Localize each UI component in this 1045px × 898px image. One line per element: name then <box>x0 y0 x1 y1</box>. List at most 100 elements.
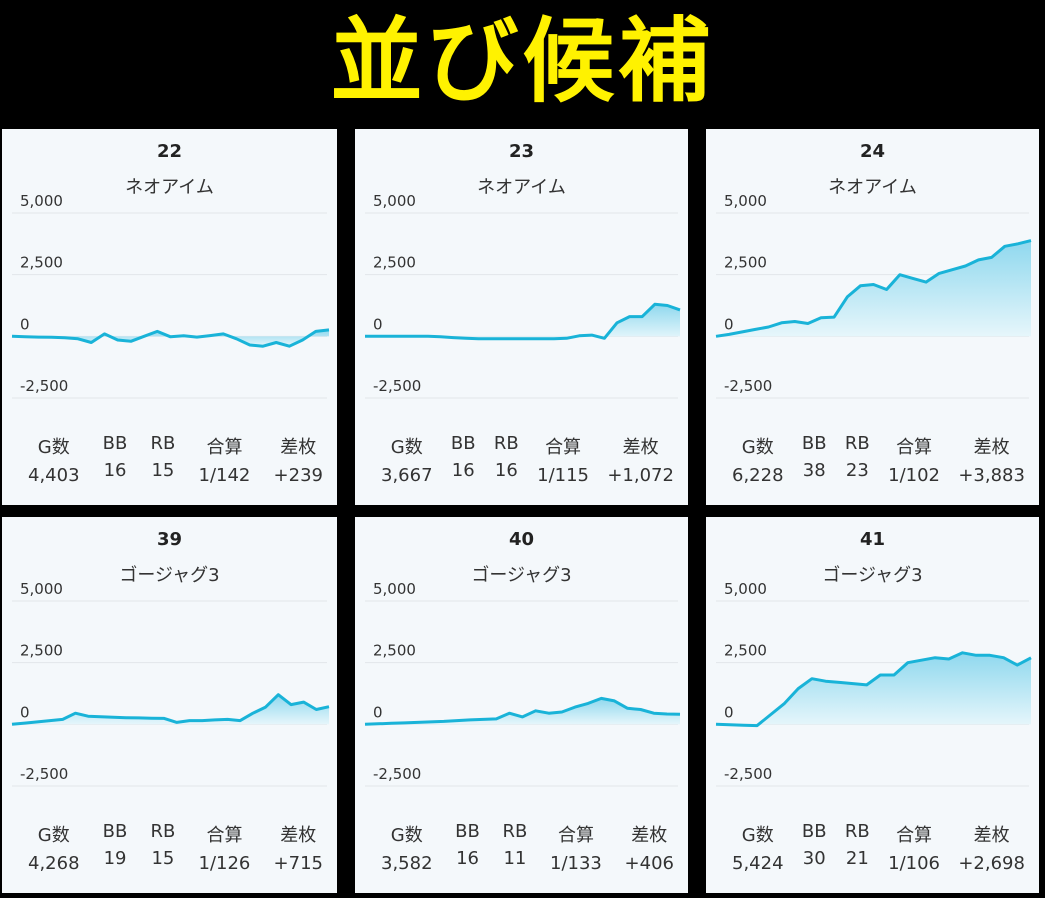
stat-value: +239 <box>273 465 323 486</box>
stat-header: 合算 <box>896 437 933 458</box>
stat-games: G数 5,424 <box>732 821 784 874</box>
y-tick-label: 5,000 <box>20 580 63 598</box>
y-tick-label: 2,500 <box>20 254 63 272</box>
machine-number: 40 <box>508 529 535 550</box>
stat-header: RB <box>844 821 870 842</box>
y-tick-label: -2,500 <box>373 377 421 395</box>
stat-rb: RB 15 <box>151 433 176 486</box>
stat-value: 23 <box>845 460 869 481</box>
stat-value: 1/133 <box>550 853 602 874</box>
stat-header: BB <box>450 433 476 454</box>
stat-header: 差枚 <box>973 825 1010 846</box>
series-line <box>715 651 1032 728</box>
stat-rb: RB 16 <box>494 433 519 486</box>
stat-bb: BB 38 <box>802 433 827 486</box>
banner-title: 並び候補 <box>330 8 715 115</box>
stat-bb: BB 16 <box>455 821 480 874</box>
stat-value: 1/106 <box>888 853 940 874</box>
stat-header: 差枚 <box>631 825 668 846</box>
stat-games: G数 4,268 <box>28 821 80 874</box>
y-tick-label: 0 <box>724 703 734 721</box>
machine-model: ネオアイム <box>125 177 214 198</box>
stat-rb: RB 21 <box>845 821 870 874</box>
stat-value: +406 <box>624 853 674 874</box>
series-line <box>365 302 681 341</box>
stat-combined: 合算 1/133 <box>550 821 602 874</box>
stat-diff: 差枚 +1,072 <box>607 433 674 486</box>
stat-header: RB <box>493 433 519 454</box>
stat-header: RB <box>150 821 176 842</box>
stat-value: 30 <box>802 848 826 869</box>
machine-number: 24 <box>859 141 886 162</box>
y-tick-label: 2,500 <box>724 254 767 272</box>
stats-row: G数 3,667 BB 16 RB 16 合算 1/115 差枚 +1,072 <box>381 433 674 486</box>
y-tick-label: -2,500 <box>724 377 772 395</box>
y-tick-label: 0 <box>20 703 30 721</box>
stat-header: G数 <box>37 437 70 458</box>
y-tick-label: 5,000 <box>373 192 416 210</box>
y-tick-label: 0 <box>373 315 383 333</box>
stat-value: 1/115 <box>537 465 589 486</box>
machine-model: ゴージャグ3 <box>119 565 220 586</box>
y-tick-label: 2,500 <box>373 254 416 272</box>
stat-value: 1/126 <box>198 853 251 874</box>
stat-combined: 合算 1/142 <box>199 433 251 486</box>
stat-value: 5,424 <box>732 853 784 874</box>
y-tick-label: 5,000 <box>724 192 767 210</box>
stat-header: RB <box>844 433 870 454</box>
stat-value: 21 <box>845 848 869 869</box>
machine-model: ゴージャグ3 <box>822 565 923 586</box>
y-tick-label: -2,500 <box>373 765 421 783</box>
machine-model: ネオアイム <box>828 177 917 198</box>
stat-value: 1/102 <box>888 465 940 486</box>
stat-games: G数 4,403 <box>28 433 80 486</box>
machine-number: 23 <box>508 141 535 162</box>
stats-row: G数 4,268 BB 19 RB 15 合算 1/126 差枚 +715 <box>28 821 323 874</box>
stat-header: 差枚 <box>280 437 317 458</box>
area-chart: 5,000 2,500 0 -2,500 <box>11 192 330 399</box>
stats-row: G数 4,403 BB 16 RB 15 合算 1/142 差枚 +239 <box>28 433 323 486</box>
stat-header: 合算 <box>206 825 243 846</box>
stat-value: +3,883 <box>958 465 1025 486</box>
machine-model: ネオアイム <box>477 177 566 198</box>
machine-panel: 40 ゴージャグ3 5,000 2,500 0 -2,500 G数 3,582 BB 16 RB 11… <box>355 517 688 893</box>
stat-header: 差枚 <box>280 825 317 846</box>
stat-header: 合算 <box>896 825 933 846</box>
stat-value: 4,268 <box>28 853 80 874</box>
series-line <box>715 239 1032 338</box>
machine-panel: 22 ネオアイム 5,000 2,500 0 -2,500 G数 4,403 BB 16 RB 15 合… <box>2 129 337 505</box>
stat-header: BB <box>801 821 827 842</box>
series-area <box>365 698 680 725</box>
stat-header: 差枚 <box>622 437 659 458</box>
y-tick-label: 0 <box>373 703 383 721</box>
series-area <box>716 240 1031 337</box>
stat-value: 16 <box>456 848 479 869</box>
stat-value: 1/142 <box>198 465 251 486</box>
stat-combined: 合算 1/115 <box>537 433 589 486</box>
stat-header: G数 <box>390 437 423 458</box>
series-area <box>716 652 1031 726</box>
stat-bb: BB 16 <box>103 433 128 486</box>
stat-bb: BB 16 <box>451 433 476 486</box>
stat-header: G数 <box>741 437 774 458</box>
machine-panel: 24 ネオアイム 5,000 2,500 0 -2,500 G数 6,228 BB 38 RB 23 合… <box>706 129 1039 505</box>
stat-bb: BB 19 <box>103 821 128 874</box>
area-chart: 5,000 2,500 0 -2,500 <box>715 580 1032 787</box>
stat-combined: 合算 1/106 <box>888 821 940 874</box>
stat-value: +2,698 <box>958 853 1025 874</box>
stat-combined: 合算 1/102 <box>888 433 940 486</box>
stat-header: G数 <box>390 825 423 846</box>
machine-number: 22 <box>156 141 183 162</box>
stat-header: BB <box>455 821 480 842</box>
y-tick-label: 2,500 <box>20 642 63 660</box>
stat-rb: RB 11 <box>503 821 528 874</box>
machine-number: 39 <box>156 529 183 550</box>
y-tick-label: 2,500 <box>373 642 416 660</box>
stat-value: 4,403 <box>28 465 80 486</box>
stat-header: BB <box>102 821 128 842</box>
machine-panel: 39 ゴージャグ3 5,000 2,500 0 -2,500 G数 4,268 BB 19 RB 15… <box>2 517 337 893</box>
stat-games: G数 6,228 <box>732 433 784 486</box>
series-line <box>364 696 681 726</box>
stat-diff: 差枚 +3,883 <box>958 433 1025 486</box>
stat-header: 合算 <box>206 437 243 458</box>
